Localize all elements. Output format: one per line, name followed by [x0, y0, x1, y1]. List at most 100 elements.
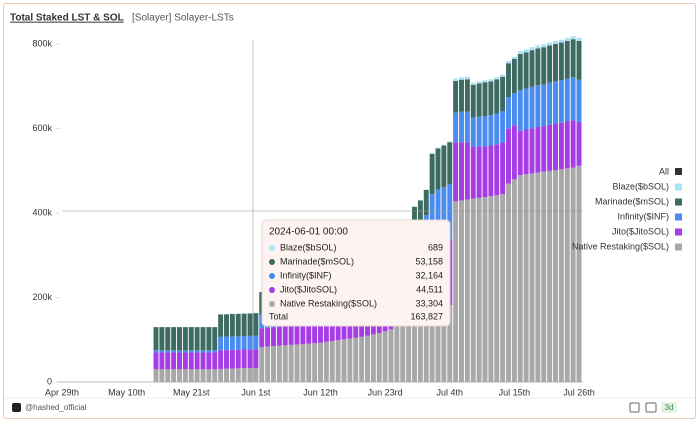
bar-segment	[330, 341, 335, 382]
x-tick-label: Jul 26th	[563, 387, 595, 397]
bar-segment	[553, 44, 558, 82]
legend-label[interactable]: Native Restaking($SOL)	[572, 241, 669, 251]
bar-segment	[189, 369, 194, 382]
bar-segment	[512, 125, 517, 179]
bar-segment	[295, 344, 300, 382]
bar-segment	[189, 327, 194, 350]
bar-segment	[518, 131, 523, 175]
bar-segment	[518, 175, 523, 382]
bar-segment	[477, 117, 482, 147]
bar-segment	[553, 170, 558, 382]
bar-segment	[212, 350, 217, 352]
tooltip-marker	[269, 287, 275, 293]
bar-segment	[154, 369, 159, 382]
bar-segment	[565, 79, 570, 122]
x-tick-label: Jun 1st	[241, 387, 271, 397]
bar-segment	[212, 352, 217, 369]
bar-segment	[318, 343, 323, 382]
bar-segment	[365, 336, 370, 382]
bar-segment	[195, 352, 200, 369]
bar-segment	[577, 166, 582, 382]
chart-title[interactable]: Total Staked LST & SOL	[10, 13, 124, 24]
bar-segment	[524, 89, 529, 130]
legend-label[interactable]: Marinade($mSOL)	[595, 196, 669, 206]
tooltip: 2024-06-01 00:00 Total 163,827 Blaze($bS…	[262, 220, 450, 326]
tooltip-marker	[269, 301, 275, 307]
bar-segment	[253, 313, 258, 335]
bar-segment	[159, 352, 164, 369]
bar-segment	[248, 336, 253, 350]
bar-segment	[453, 78, 458, 81]
bar-segment	[177, 369, 182, 382]
bar-segment	[236, 314, 241, 336]
bar-segment	[224, 350, 229, 369]
bar-segment	[195, 369, 200, 382]
bar-segment	[453, 113, 458, 143]
bar-segment	[195, 350, 200, 352]
bar-segment	[571, 36, 576, 39]
bar-segment	[494, 144, 499, 195]
bar-segment	[459, 142, 464, 200]
bar-segment	[483, 197, 488, 382]
bar-segment	[530, 128, 535, 173]
footer-author[interactable]: @hashed_official	[25, 403, 87, 412]
legend-label[interactable]: Blaze($bSOL)	[612, 181, 669, 191]
bar-segment	[488, 196, 493, 382]
bar-segment	[535, 173, 540, 382]
bar-segment	[541, 84, 546, 126]
bar-segment	[465, 77, 470, 80]
tooltip-total-label: Total	[269, 311, 288, 321]
bar-segment	[477, 198, 482, 382]
bar-segment	[177, 350, 182, 352]
bar-segment	[242, 314, 247, 336]
legend-label[interactable]: Infinity($INF)	[617, 211, 669, 221]
bar-segment	[459, 112, 464, 142]
legend-label[interactable]: Jito($JitoSOL)	[612, 226, 669, 236]
bar-segment	[494, 77, 499, 79]
bar-segment	[500, 111, 505, 142]
bar-segment	[336, 340, 341, 382]
bar-segment	[447, 142, 452, 184]
tooltip-title: 2024-06-01 00:00	[269, 227, 348, 238]
bar-segment	[224, 369, 229, 382]
legend-swatch	[675, 199, 682, 206]
bar-segment	[506, 61, 511, 63]
bar-segment	[524, 52, 529, 88]
bar-segment	[171, 350, 176, 352]
bar-segment	[483, 146, 488, 197]
bar-segment	[565, 168, 570, 382]
bar-segment	[242, 336, 247, 350]
bar-segment	[465, 79, 470, 112]
bar-segment	[471, 118, 476, 147]
bar-segment	[483, 82, 488, 116]
x-tick-label: Jul 4th	[436, 387, 463, 397]
bar-segment	[171, 369, 176, 382]
tooltip-series-name: Marinade($mSOL)	[280, 256, 354, 266]
bar-segment	[206, 352, 211, 369]
bar-segment	[535, 85, 540, 127]
bar-segment	[559, 123, 564, 169]
bar-segment	[559, 169, 564, 382]
y-tick-label: 0	[47, 376, 52, 386]
legend-label[interactable]: All	[659, 166, 669, 176]
bar-segment	[230, 314, 235, 336]
bar-segment	[230, 336, 235, 350]
bar-segment	[512, 59, 517, 93]
tooltip-value: 53,158	[415, 256, 443, 266]
bar-segment	[171, 327, 176, 350]
bar-segment	[512, 57, 517, 59]
bar-segment	[271, 346, 276, 382]
bar-segment	[359, 337, 364, 382]
bar-segment	[312, 324, 317, 343]
bar-segment	[453, 201, 458, 382]
legend-swatch	[675, 214, 682, 221]
bar-segment	[189, 352, 194, 369]
bar-segment	[494, 195, 499, 382]
tooltip-value: 689	[428, 242, 443, 252]
bar-segment	[371, 334, 376, 382]
bar-segment	[159, 327, 164, 350]
tooltip-value: 33,304	[415, 298, 443, 308]
tooltip-series-name: Jito($JitoSOL)	[280, 284, 337, 294]
bar-segment	[253, 368, 258, 382]
bar-segment	[177, 352, 182, 369]
